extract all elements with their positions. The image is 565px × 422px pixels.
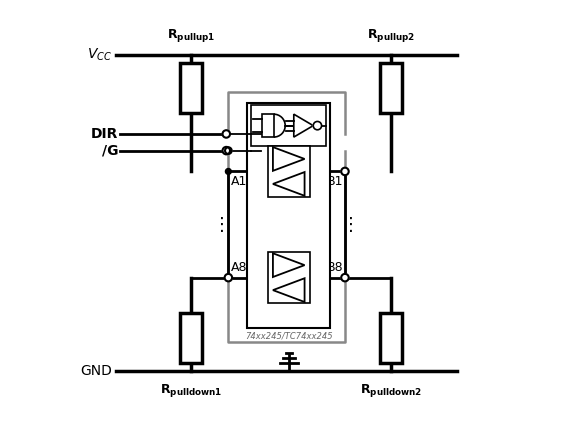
Text: $\mathbf{R_{pullup1}}$: $\mathbf{R_{pullup1}}$ (167, 27, 215, 44)
Text: A8: A8 (231, 261, 247, 274)
Text: $\mathbf{R_{pulldown2}}$: $\mathbf{R_{pulldown2}}$ (360, 382, 422, 399)
Text: /G: /G (102, 143, 118, 157)
Bar (262, 114, 274, 137)
Bar (380, 63, 402, 113)
Bar (268, 252, 310, 303)
Bar (247, 103, 331, 327)
Circle shape (225, 168, 231, 174)
Text: ⋮: ⋮ (213, 216, 231, 233)
Polygon shape (273, 172, 305, 196)
Polygon shape (273, 278, 305, 302)
Text: A1: A1 (231, 176, 247, 188)
Text: $V_{CC}$: $V_{CC}$ (86, 47, 112, 63)
Text: ⋮: ⋮ (342, 216, 360, 233)
Polygon shape (294, 114, 313, 137)
Bar (251, 105, 326, 146)
Text: B1: B1 (327, 176, 343, 188)
Circle shape (341, 274, 349, 281)
Circle shape (223, 130, 230, 138)
Bar (180, 313, 202, 363)
Bar (380, 313, 402, 363)
Circle shape (313, 122, 321, 130)
Circle shape (225, 275, 231, 281)
Bar (180, 63, 202, 113)
Bar (268, 146, 310, 197)
Text: B8: B8 (326, 261, 343, 274)
Text: 74xx245/TC74xx245: 74xx245/TC74xx245 (245, 332, 333, 341)
Circle shape (225, 274, 232, 281)
Text: $\mathbf{R_{pulldown1}}$: $\mathbf{R_{pulldown1}}$ (160, 382, 222, 399)
Circle shape (225, 147, 232, 154)
Polygon shape (273, 147, 305, 171)
Text: DIR: DIR (90, 127, 118, 141)
Polygon shape (273, 253, 305, 277)
Circle shape (342, 168, 348, 174)
Circle shape (342, 275, 348, 281)
Text: GND: GND (80, 364, 112, 379)
Circle shape (223, 147, 230, 154)
Text: $\mathbf{R_{pullup2}}$: $\mathbf{R_{pullup2}}$ (367, 27, 415, 44)
Circle shape (341, 168, 349, 175)
